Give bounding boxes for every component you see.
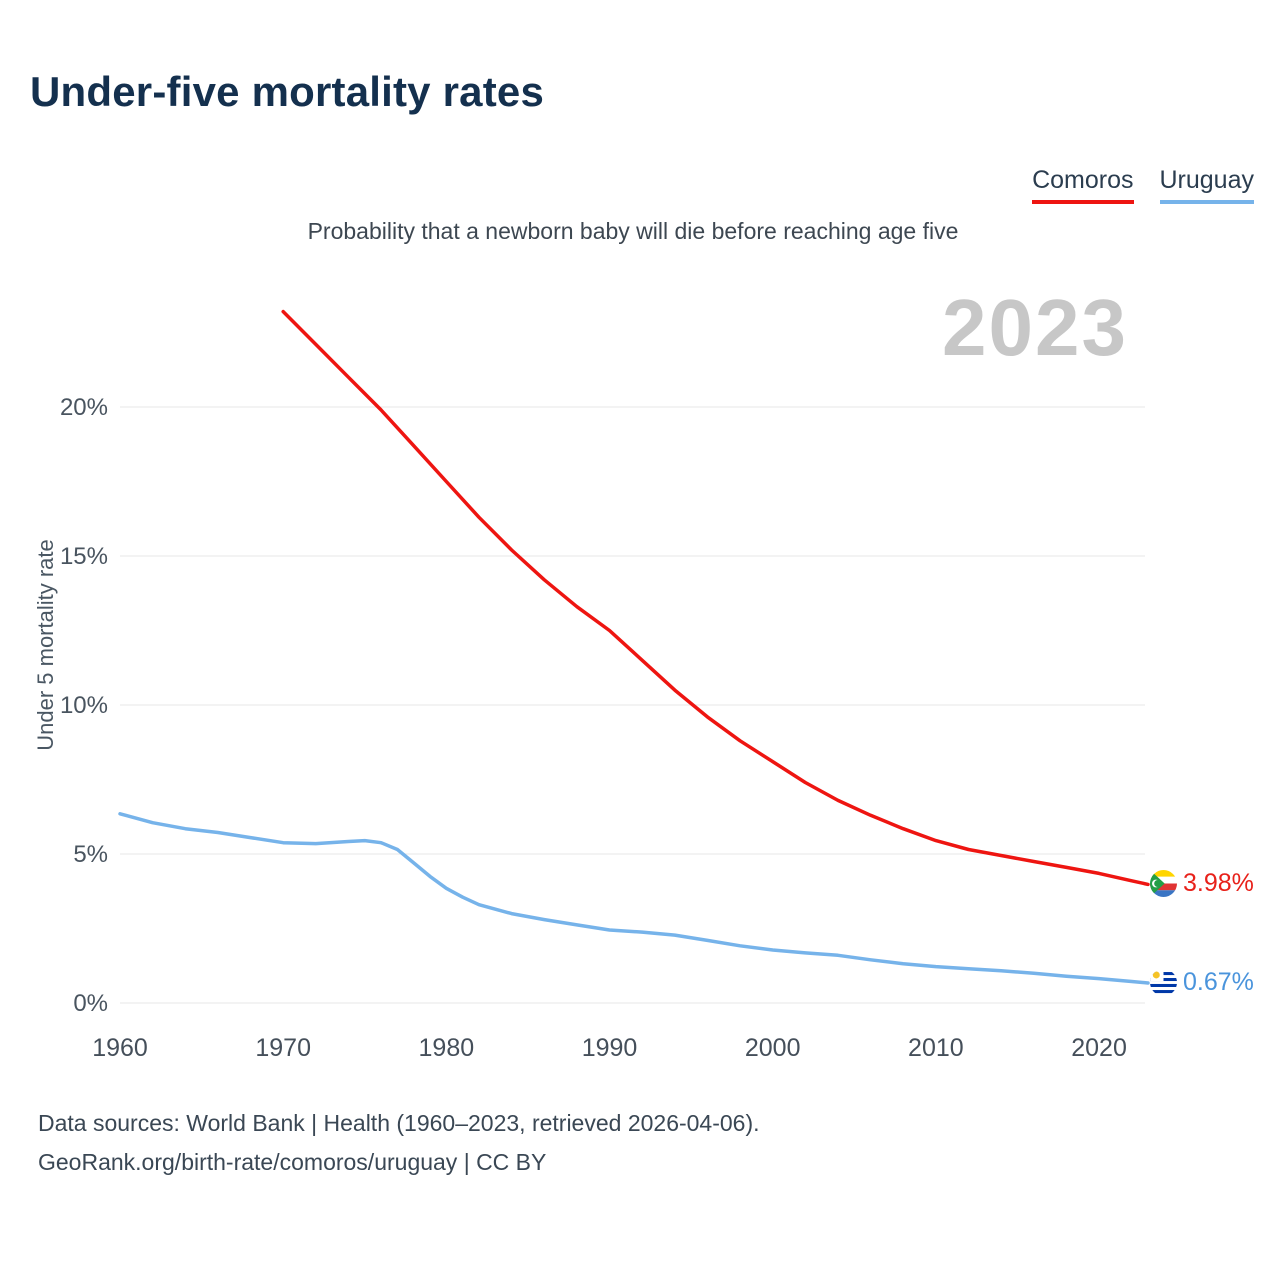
x-tick-label: 1990 — [582, 1034, 638, 1062]
year-watermark: 2023 — [942, 283, 1128, 372]
chart-subtitle: Probability that a newborn baby will die… — [307, 218, 959, 244]
legend-item-comoros[interactable]: Comoros — [1032, 166, 1134, 204]
uruguay-end-value: 0.67% — [1183, 968, 1254, 997]
legend-item-uruguay[interactable]: Uruguay — [1159, 166, 1254, 204]
gridlines — [120, 406, 1145, 1004]
uruguay-end-label: 0.67% — [1150, 968, 1254, 997]
footer-attribution: GeoRank.org/birth-rate/comoros/uruguay |… — [38, 1149, 547, 1175]
legend: Comoros Uruguay — [1032, 166, 1254, 204]
y-axis-tick-labels: 0% 5% 10% 15% 20% — [60, 394, 108, 1017]
uruguay-flag-icon — [1150, 969, 1177, 997]
footer-data-sources: Data sources: World Bank | Health (1960–… — [38, 1110, 760, 1136]
page-title: Under-five mortality rates — [30, 68, 545, 115]
comoros-flag-icon — [1150, 870, 1177, 898]
x-tick-label: 1970 — [255, 1034, 311, 1062]
y-tick-label: 0% — [73, 990, 108, 1017]
x-axis-tick-labels: 1960 1970 1980 1990 2000 2010 2020 — [92, 1034, 1127, 1062]
y-tick-label: 10% — [60, 692, 108, 719]
comoros-end-label: 3.98% — [1150, 869, 1254, 898]
x-tick-label: 2000 — [745, 1034, 801, 1062]
comoros-end-value: 3.98% — [1183, 869, 1254, 898]
comoros-line — [281, 309, 1150, 887]
y-tick-label: 20% — [60, 394, 108, 421]
y-tick-label: 15% — [60, 543, 108, 570]
series-lines — [118, 309, 1150, 985]
x-tick-label: 2010 — [908, 1034, 964, 1062]
y-tick-label: 5% — [73, 841, 108, 868]
uruguay-line — [118, 812, 1150, 985]
x-tick-label: 2020 — [1071, 1034, 1127, 1062]
x-tick-label: 1960 — [92, 1034, 148, 1062]
footer: Data sources: World Bank | Health (1960–… — [38, 1104, 760, 1182]
x-tick-label: 1980 — [419, 1034, 475, 1062]
